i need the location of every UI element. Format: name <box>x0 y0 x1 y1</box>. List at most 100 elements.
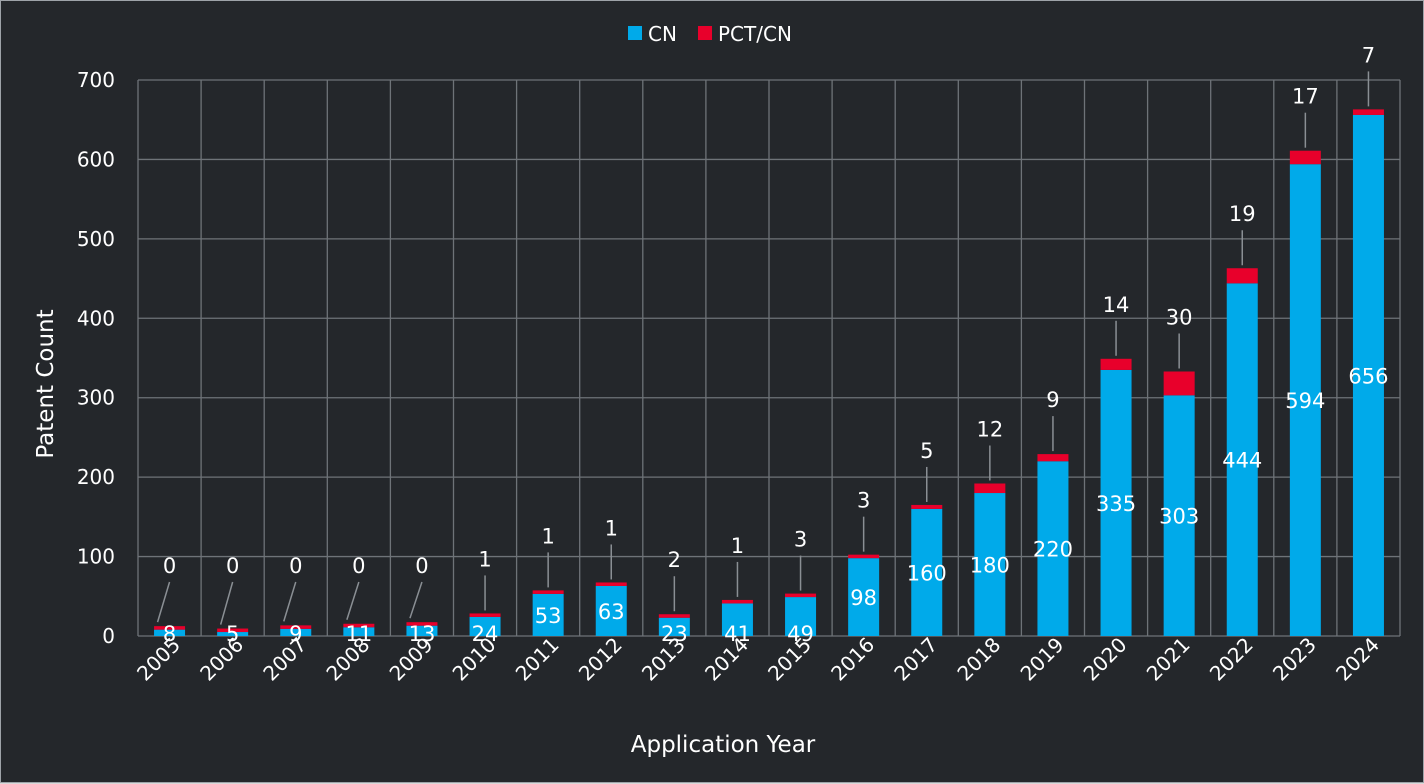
x-tick-label: 2018 <box>952 633 1005 686</box>
bar-pct-cn <box>848 554 880 559</box>
bar-pct-cn <box>1352 109 1384 115</box>
bar-cn <box>343 627 375 636</box>
x-tick-label: 2023 <box>1268 633 1321 686</box>
bar-cn <box>1100 369 1132 636</box>
bar-cn <box>532 593 564 636</box>
bar-pct-cn <box>1163 371 1195 396</box>
bar-pct-cn <box>280 625 312 629</box>
cn-value-label: 335 <box>1096 492 1136 516</box>
x-tick-label: 2022 <box>1205 633 1258 686</box>
pct-cn-value-label: 19 <box>1229 202 1256 226</box>
pct-cn-value-label: 1 <box>478 547 491 571</box>
pct-cn-value-label: 0 <box>415 554 428 578</box>
bar-cn <box>974 493 1006 636</box>
bar-cn <box>1226 283 1258 636</box>
pct-cn-value-label: 17 <box>1292 85 1319 109</box>
bar-cn <box>911 508 943 636</box>
legend: CN PCT/CN <box>628 22 792 46</box>
pct-cn-value-label: 5 <box>920 439 933 463</box>
bar-cn <box>785 597 817 636</box>
bar-pct-cn <box>1289 150 1321 165</box>
cn-value-label: 49 <box>787 622 814 646</box>
cn-value-label: 180 <box>970 554 1010 578</box>
pct-cn-value-label: 7 <box>1362 43 1375 67</box>
x-tick-label: 2019 <box>1016 633 1069 686</box>
x-tick-label: 2024 <box>1331 633 1384 686</box>
bar-cn <box>217 632 249 636</box>
bar-pct-cn <box>1037 454 1069 462</box>
bar-cn <box>469 616 501 636</box>
pct-cn-value-label: 0 <box>289 554 302 578</box>
data-labels: 8050901101302415316312324114939831605180… <box>156 43 1388 646</box>
pct-cn-value-label: 1 <box>541 524 554 548</box>
cn-value-label: 8 <box>163 622 176 646</box>
bar-cn <box>1289 164 1321 637</box>
x-axis-ticks: 2005 2006 2007 2008 2009 2010 2011 2012 2013 2014… <box>132 633 1384 686</box>
y-axis-title: Patent Count <box>33 309 59 458</box>
bar-pct-cn <box>1226 268 1258 284</box>
pct-cn-value-label: 30 <box>1166 306 1193 330</box>
grid <box>137 79 1401 637</box>
cn-value-label: 160 <box>907 561 947 585</box>
legend-swatch-cn <box>628 26 642 40</box>
bar-pct-cn <box>532 590 564 594</box>
bar-pct-cn <box>595 582 627 586</box>
y-axis-ticks: 0 100 200 300 400 500 600 700 <box>77 68 115 648</box>
y-tick-label: 700 <box>77 68 115 92</box>
bar-pct-cn <box>217 628 249 633</box>
cn-value-label: 656 <box>1348 364 1388 388</box>
cn-value-label: 5 <box>226 622 239 646</box>
pct-cn-value-label: 12 <box>976 417 1003 441</box>
legend-label-pct-cn: PCT/CN <box>718 22 792 46</box>
cn-value-label: 63 <box>598 600 625 624</box>
leader-line <box>346 581 360 620</box>
y-tick-label: 300 <box>77 386 115 410</box>
cn-value-label: 594 <box>1285 389 1325 413</box>
legend-swatch-pct-cn <box>698 26 712 40</box>
bar-pct-cn <box>721 599 753 604</box>
cn-value-label: 13 <box>409 622 436 646</box>
pct-cn-value-label: 1 <box>605 516 618 540</box>
x-tick-label: 2017 <box>889 633 942 686</box>
cn-value-label: 24 <box>472 622 499 646</box>
bar-pct-cn <box>406 622 438 626</box>
bar-cn <box>154 629 186 636</box>
pct-cn-value-label: 3 <box>857 489 870 513</box>
cn-value-label: 9 <box>289 622 302 646</box>
y-tick-label: 600 <box>77 147 115 171</box>
bar-pct-cn <box>911 504 943 509</box>
pct-cn-value-label: 3 <box>794 528 807 552</box>
cn-value-label: 53 <box>535 604 562 628</box>
x-tick-label: 2006 <box>195 633 248 686</box>
cn-value-label: 41 <box>724 622 751 646</box>
bar-cn <box>1037 461 1069 636</box>
cn-value-label: 444 <box>1222 449 1262 473</box>
bar-pct-cn <box>658 614 690 618</box>
leader-line <box>156 581 171 623</box>
x-tick-label: 2021 <box>1142 633 1195 686</box>
legend-label-cn: CN <box>648 22 677 46</box>
bar-cn <box>1163 395 1195 636</box>
pct-cn-value-label: 0 <box>352 554 365 578</box>
y-tick-label: 100 <box>77 545 115 569</box>
pct-cn-value-label: 0 <box>163 554 176 578</box>
cn-value-label: 220 <box>1033 538 1073 562</box>
cn-value-label: 98 <box>850 586 877 610</box>
bar-cn <box>658 617 690 636</box>
pct-cn-value-label: 0 <box>226 554 239 578</box>
y-tick-label: 0 <box>102 624 115 648</box>
bars <box>154 109 1384 637</box>
bar-cn <box>406 625 438 636</box>
leader-line <box>409 581 423 619</box>
bar-pct-cn <box>469 613 501 617</box>
leader-line <box>283 581 297 622</box>
x-tick-label: 2020 <box>1079 633 1132 686</box>
bar-cn <box>1352 114 1384 637</box>
bar-pct-cn <box>785 593 817 598</box>
y-tick-label: 200 <box>77 465 115 489</box>
bar-pct-cn <box>343 623 375 628</box>
x-tick-label: 2011 <box>511 633 564 686</box>
leader-line <box>219 581 234 625</box>
bar-cn <box>848 558 880 636</box>
